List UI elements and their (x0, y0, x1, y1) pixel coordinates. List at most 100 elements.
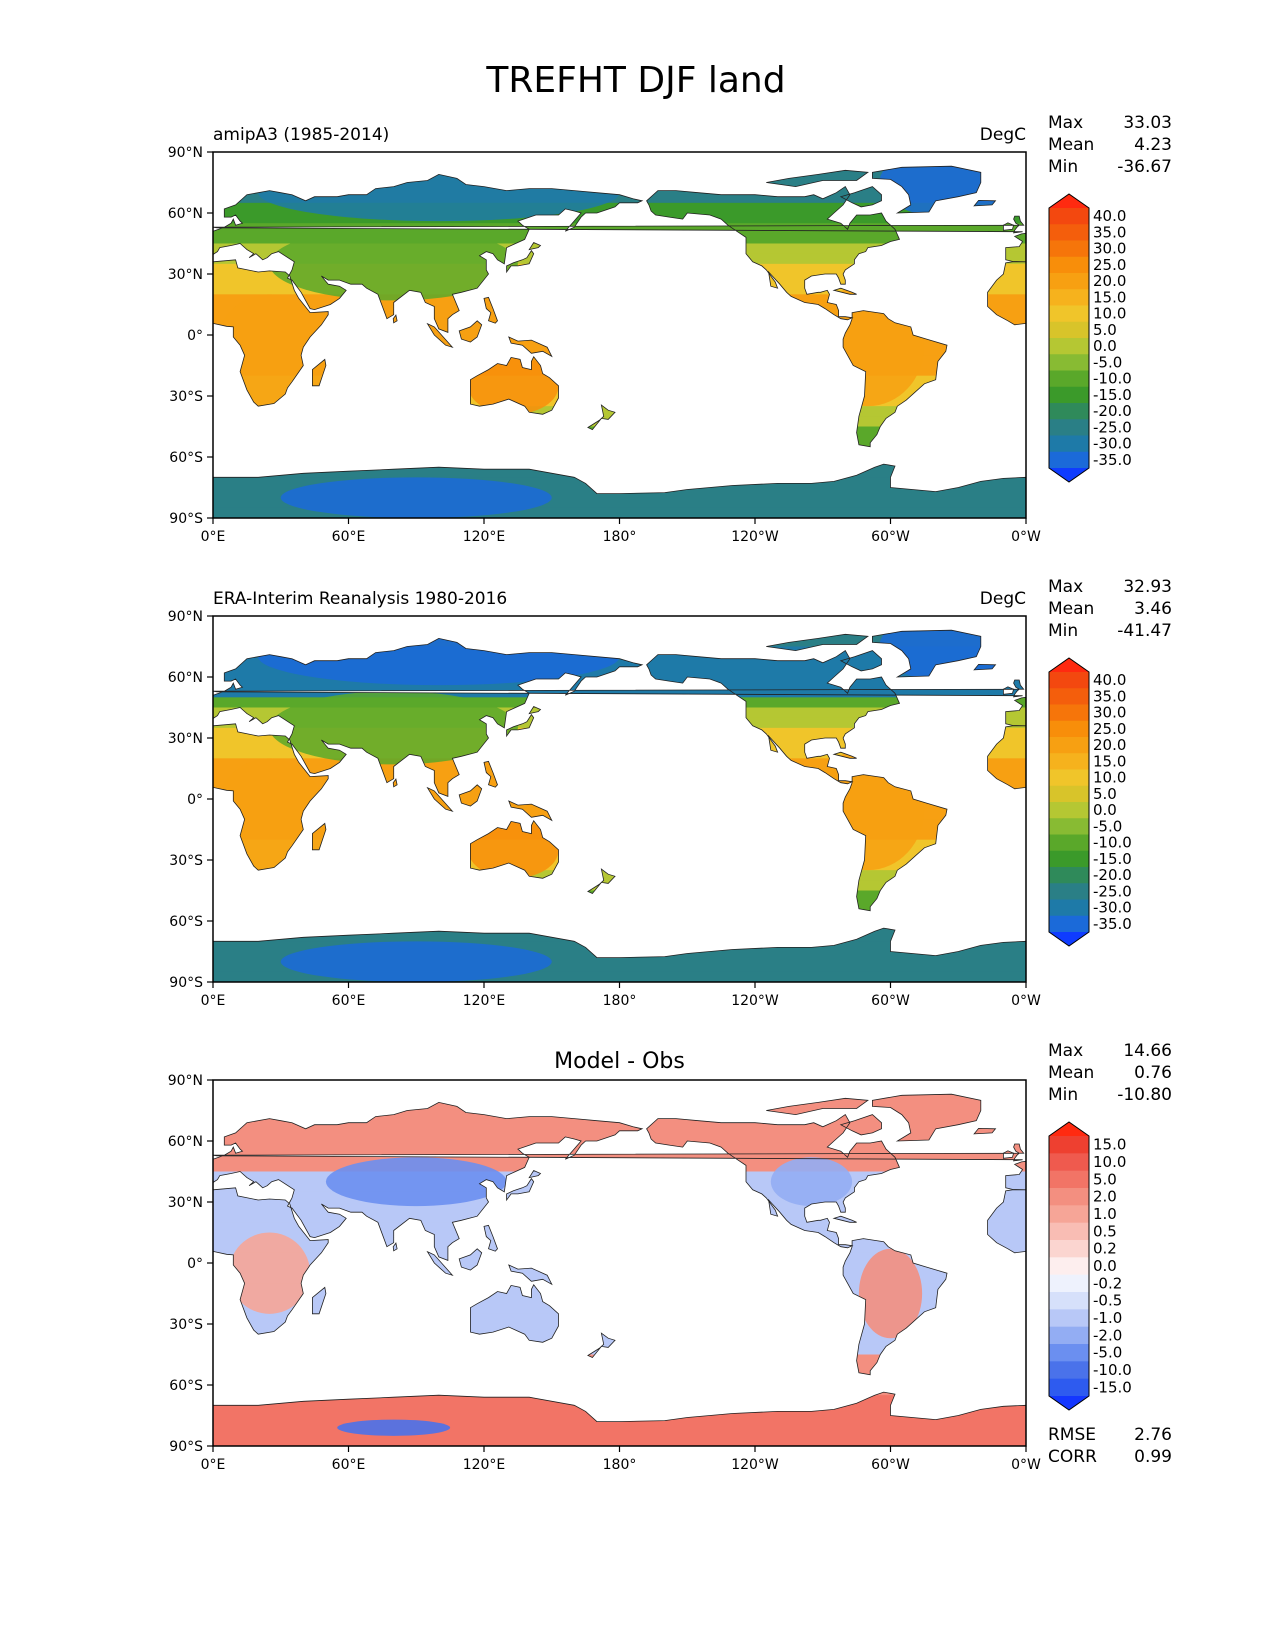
stat-value: -10.80 (1117, 1085, 1172, 1105)
lon-tick-label: 60°W (871, 993, 910, 1009)
colorbar-tick-label: 25.0 (1093, 256, 1126, 274)
panel-title-center: Model - Obs (554, 1049, 685, 1074)
colorbar-tick-label: -1.0 (1093, 1309, 1122, 1327)
colorbar-tick-label: 5.0 (1093, 785, 1117, 803)
lon-tick-label: 60°E (332, 529, 366, 545)
colorbar-tick-label: 5.0 (1093, 321, 1117, 339)
colorbar-tick-label: -15.0 (1093, 386, 1132, 404)
colorbar-tick-label: 35.0 (1093, 223, 1126, 241)
lon-tick-label: 120°E (463, 993, 506, 1009)
colorbar-tick-label: -5.0 (1093, 353, 1122, 371)
lon-tick-label: 120°E (463, 529, 506, 545)
colorbar-tick-label: -35.0 (1093, 915, 1132, 933)
lat-tick-label: 90°N (168, 145, 203, 161)
lon-tick-label: 60°W (871, 529, 910, 545)
colorbar-tick-label: 0.0 (1093, 1257, 1117, 1275)
colorbar-tick-label: 40.0 (1093, 207, 1126, 225)
colorbar-tick-label: -30.0 (1093, 899, 1132, 917)
stat-value: 0.99 (1134, 1447, 1172, 1467)
stat-value: 0.76 (1134, 1063, 1172, 1083)
lon-tick-label: 180° (603, 993, 637, 1009)
lat-tick-label: 90°N (168, 1073, 203, 1089)
lon-tick-label: 60°W (871, 1457, 910, 1473)
colorbar-tick-label: 0.0 (1093, 337, 1117, 355)
colorbar-tick-label: -0.5 (1093, 1292, 1122, 1310)
lat-tick-label: 30°S (169, 1317, 203, 1333)
colorbar-tick-label: 10.0 (1093, 305, 1126, 323)
stat-label: Max (1048, 113, 1083, 133)
lat-tick-label: 0° (187, 792, 203, 808)
lat-tick-label: 30°N (168, 1195, 203, 1211)
colorbar: 40.035.030.025.020.015.010.05.00.0-5.0-1… (1048, 193, 1132, 483)
colorbar-tick-label: -20.0 (1093, 866, 1132, 884)
figure-title: TREFHT DJF land (485, 60, 785, 101)
coastlines (213, 1093, 1026, 1446)
colorbar-tick-label: 20.0 (1093, 736, 1126, 754)
panel-model: 90°N 60°N 30°N 0° 30°S 60°S 90°S 0°E 60°E 120°E 18… (168, 113, 1172, 545)
panel-title-left: amipA3 (1985-2014) (213, 125, 389, 145)
stat-label: Min (1048, 157, 1078, 177)
colorbar-tick-label: 25.0 (1093, 720, 1126, 738)
colorbar-tick-label: 20.0 (1093, 272, 1126, 290)
stat-label: Min (1048, 1085, 1078, 1105)
lat-tick-label: 90°N (168, 609, 203, 625)
panel-obs: 90°N 60°N 30°N 0° 30°S 60°S 90°S 0°E 60°E 120°E 18… (168, 577, 1172, 1009)
colorbar-tick-label: 15.0 (1093, 1136, 1126, 1154)
lat-tick-label: 30°N (168, 267, 203, 283)
colorbar-tick-label: 0.5 (1093, 1222, 1117, 1240)
colorbar: 40.035.030.025.020.015.010.05.00.0-5.0-1… (1048, 657, 1132, 947)
panel-units: DegC (980, 125, 1026, 145)
stat-value: 3.46 (1134, 599, 1172, 619)
lat-tick-label: 90°S (169, 975, 203, 991)
colorbar-tick-label: -15.0 (1093, 1378, 1132, 1396)
lat-tick-label: 90°S (169, 1439, 203, 1455)
colorbar-tick-label: 35.0 (1093, 687, 1126, 705)
stat-value: -41.47 (1117, 621, 1172, 641)
colorbar-tick-label: -10.0 (1093, 370, 1132, 388)
colorbar-tick-label: -10.0 (1093, 1361, 1132, 1379)
colorbar-tick-label: -35.0 (1093, 451, 1132, 469)
lon-tick-label: 120°E (463, 1457, 506, 1473)
colorbar-tick-label: -5.0 (1093, 817, 1122, 835)
lat-tick-label: 30°S (169, 389, 203, 405)
lon-tick-label: 0°W (1011, 529, 1041, 545)
colorbar-tick-label: 15.0 (1093, 752, 1126, 770)
colorbar-tick-label: -15.0 (1093, 850, 1132, 868)
panel-diff: 90°N 60°N 30°N 0° 30°S 60°S 90°S 0°E 60°E 120°E 18… (168, 1041, 1172, 1473)
lat-tick-label: 60°N (168, 1134, 203, 1150)
colorbar-tick-label: 30.0 (1093, 240, 1126, 258)
colorbar-tick-label: 0.0 (1093, 801, 1117, 819)
stat-label: Mean (1048, 599, 1094, 619)
stat-label: Max (1048, 577, 1083, 597)
panel-units: DegC (980, 589, 1026, 609)
lon-tick-label: 0°E (201, 1457, 226, 1473)
lat-tick-label: 0° (187, 328, 203, 344)
colorbar-tick-label: 2.0 (1093, 1188, 1117, 1206)
lat-tick-label: 60°S (169, 450, 203, 466)
coastlines (213, 165, 1026, 518)
lat-tick-label: 60°S (169, 914, 203, 930)
lon-tick-label: 0°E (201, 529, 226, 545)
stat-value: 33.03 (1123, 113, 1172, 133)
lon-tick-label: 0°W (1011, 1457, 1041, 1473)
stat-label: CORR (1048, 1447, 1097, 1467)
stat-value: 4.23 (1134, 135, 1172, 155)
lon-tick-label: 180° (603, 529, 637, 545)
stat-label: Min (1048, 621, 1078, 641)
stat-label: Mean (1048, 1063, 1094, 1083)
lon-tick-label: 120°W (731, 1457, 779, 1473)
stat-value: 2.76 (1134, 1425, 1172, 1445)
colorbar-tick-label: -10.0 (1093, 834, 1132, 852)
colorbar-tick-label: 30.0 (1093, 704, 1126, 722)
colorbar-tick-label: 1.0 (1093, 1205, 1117, 1223)
lon-tick-label: 120°W (731, 993, 779, 1009)
colorbar-tick-label: -20.0 (1093, 402, 1132, 420)
lon-tick-label: 60°E (332, 993, 366, 1009)
colorbar-tick-label: 5.0 (1093, 1170, 1117, 1188)
colorbar-tick-label: -0.2 (1093, 1274, 1122, 1292)
stat-label: RMSE (1048, 1425, 1096, 1445)
colorbar-tick-label: -25.0 (1093, 882, 1132, 900)
lat-tick-label: 60°N (168, 206, 203, 222)
stat-value: -36.67 (1117, 157, 1172, 177)
lat-tick-label: 60°N (168, 670, 203, 686)
